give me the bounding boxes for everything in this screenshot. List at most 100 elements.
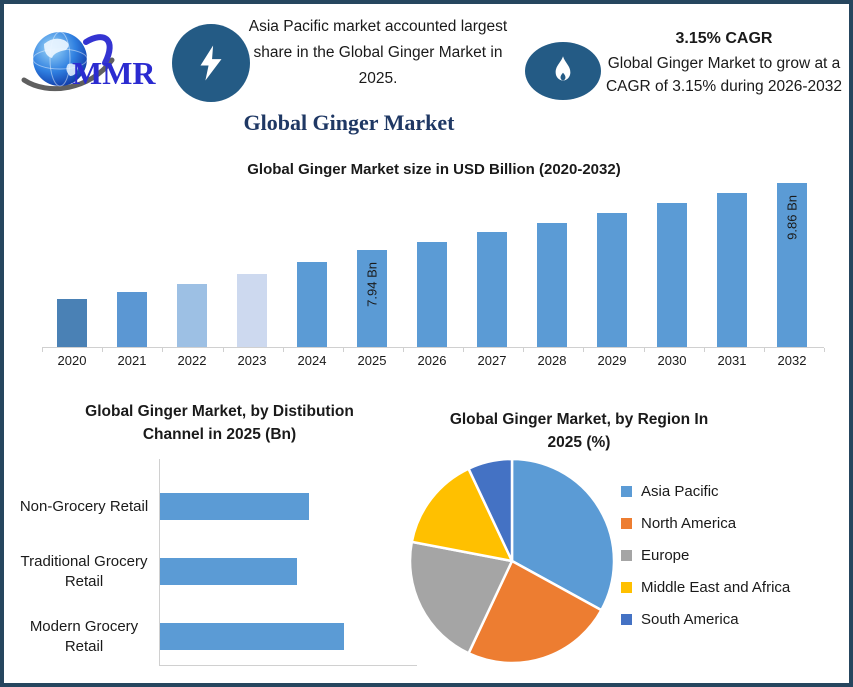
- bar-slot: [642, 167, 702, 347]
- axis-tick: [643, 348, 645, 352]
- logo-swoosh-gray: [21, 57, 115, 92]
- bar-2032: 9.86 Bn: [777, 182, 807, 347]
- axis-tick: [342, 348, 344, 352]
- x-tick-label: 2028: [537, 353, 567, 368]
- distribution-chart-x-axis: [159, 665, 417, 666]
- x-tick-label: 2029: [597, 353, 627, 368]
- legend-swatch: [621, 518, 632, 529]
- bar-2024: [297, 262, 327, 347]
- logo-text: MMR: [72, 55, 156, 91]
- distribution-bar: [160, 623, 345, 650]
- globe-grid-line: [49, 31, 71, 87]
- bar-value-label: 7.94 Bn: [364, 262, 380, 308]
- axis-tick: [463, 348, 465, 352]
- title-line: Channel in 2025 (Bn): [142, 426, 297, 443]
- bar-slot: 7.94 Bn: [342, 167, 402, 347]
- x-tick-label: 2032: [777, 353, 807, 368]
- distribution-chart-y-axis: [159, 459, 160, 666]
- x-tick-label: 2022: [177, 353, 207, 368]
- legend-item: Europe: [621, 547, 790, 564]
- bar-slot: [702, 167, 762, 347]
- pie-slice-asia-pacific: [510, 457, 616, 612]
- bar-slot: [462, 167, 522, 347]
- x-tick-label: 2027: [477, 353, 507, 368]
- bar-slot: [42, 167, 102, 347]
- x-tick-label: 2023: [237, 353, 267, 368]
- bar-slot: [162, 167, 222, 347]
- bar-slot: [222, 167, 282, 347]
- distribution-row: Modern Grocery Retail: [12, 604, 412, 669]
- bar-slot: [282, 167, 342, 347]
- axis-tick: [42, 348, 43, 352]
- region-chart-legend: Asia Pacific North America Europe Middle Ea…: [621, 483, 790, 643]
- region-chart-title: Global Ginger Market, by Region In 2025 …: [429, 408, 729, 454]
- bar-2020: [57, 299, 87, 347]
- flame-badge: [525, 42, 601, 100]
- x-tick-label: 2025: [357, 353, 387, 368]
- bar-2027: [477, 232, 507, 347]
- distribution-row: Traditional Grocery Retail: [12, 539, 412, 604]
- bar-slot: 9.86 Bn: [762, 167, 822, 347]
- pie-slice-europe: [408, 540, 514, 655]
- title-line: 2025 (%): [547, 434, 611, 451]
- annual-chart-title: Global Ginger Market size in USD Billion…: [247, 161, 621, 178]
- axis-tick: [162, 348, 164, 352]
- bar-2021: [117, 291, 147, 347]
- legend-swatch: [621, 486, 632, 497]
- lightning-badge: [172, 24, 250, 102]
- page-title: Global Ginger Market: [243, 110, 455, 135]
- x-tick-label: 2020: [57, 353, 87, 368]
- logo-swoosh-blue: [83, 34, 113, 66]
- bar-2022: [177, 284, 207, 347]
- axis-tick: [824, 348, 825, 352]
- distribution-chart-title: Global Ginger Market, by Distibution Cha…: [32, 400, 407, 446]
- axis-tick: [402, 348, 404, 352]
- annual-chart-x-axis: [42, 347, 825, 352]
- axis-tick: [523, 348, 525, 352]
- title-line: Global Ginger Market, by Region In: [449, 411, 709, 428]
- x-tick-label: 2021: [117, 353, 147, 368]
- legend-label: North America: [641, 515, 737, 532]
- x-tick-label: 2026: [417, 353, 447, 368]
- legend-label: Europe: [641, 547, 690, 564]
- legend-swatch: [621, 614, 632, 625]
- bar-2025: 7.94 Bn: [357, 250, 387, 347]
- axis-tick: [222, 348, 224, 352]
- legend-item: Asia Pacific: [621, 483, 790, 500]
- x-tick-label: 2031: [717, 353, 747, 368]
- bar-slot: [402, 167, 462, 347]
- axis-tick: [703, 348, 705, 352]
- distribution-category-label: Traditional Grocery Retail: [20, 552, 148, 590]
- flame-icon: [555, 56, 571, 81]
- mmr-logo: MMR: [18, 30, 174, 94]
- legend-label: Asia Pacific: [641, 483, 719, 500]
- lightning-icon: [200, 45, 222, 81]
- axis-tick: [583, 348, 585, 352]
- annual-bar-chart: 7.94 Bn 9.86 Bn: [42, 167, 822, 347]
- distribution-category-label: Modern Grocery Retail: [29, 617, 139, 655]
- bar-2023: [237, 274, 267, 347]
- mmr-globe-logo-graphic: MMR: [21, 31, 156, 92]
- distribution-row: Non-Grocery Retail: [12, 474, 412, 539]
- distribution-category-label: Non-Grocery Retail: [19, 497, 149, 515]
- pie-slice-middle-east-and-africa: [410, 467, 514, 563]
- globe-continent: [66, 63, 78, 76]
- x-tick-label: 2024: [297, 353, 327, 368]
- bar-value-label: 9.86 Bn: [784, 194, 800, 240]
- distribution-bar-chart: Non-Grocery Retail Traditional Grocery Re…: [12, 474, 412, 669]
- bar-2031: [717, 193, 747, 347]
- axis-tick: [282, 348, 284, 352]
- distribution-bar: [160, 493, 309, 520]
- legend-label: South America: [641, 611, 739, 628]
- bar-2030: [657, 203, 687, 347]
- cagr-callout: 3.15% CAGR Global Ginger Market to grow …: [604, 30, 844, 98]
- pie-slice-north-america: [467, 559, 603, 665]
- title-line: Global Ginger Market, by Distibution: [85, 403, 354, 420]
- region-pie-chart: [408, 457, 616, 665]
- axis-tick: [763, 348, 765, 352]
- bar-slot: [102, 167, 162, 347]
- pie-slice-south-america: [467, 457, 514, 563]
- x-tick-label: 2030: [657, 353, 687, 368]
- legend-swatch: [621, 582, 632, 593]
